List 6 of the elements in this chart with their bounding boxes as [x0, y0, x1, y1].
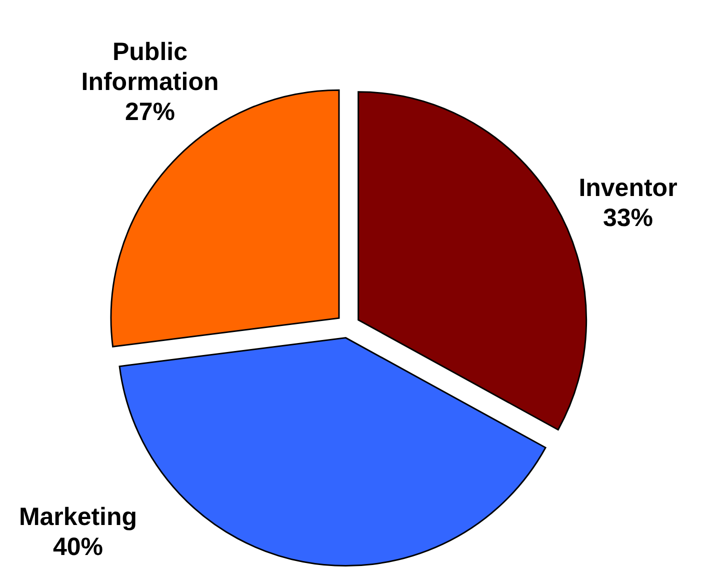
data-label: 33%: [602, 204, 654, 232]
data-label: 40%: [52, 533, 104, 561]
data-label: 27%: [124, 98, 176, 126]
slice-label: Marketing: [18, 503, 138, 531]
slice-label: Inventor: [578, 174, 678, 202]
slice-label: Public Information: [81, 38, 219, 96]
